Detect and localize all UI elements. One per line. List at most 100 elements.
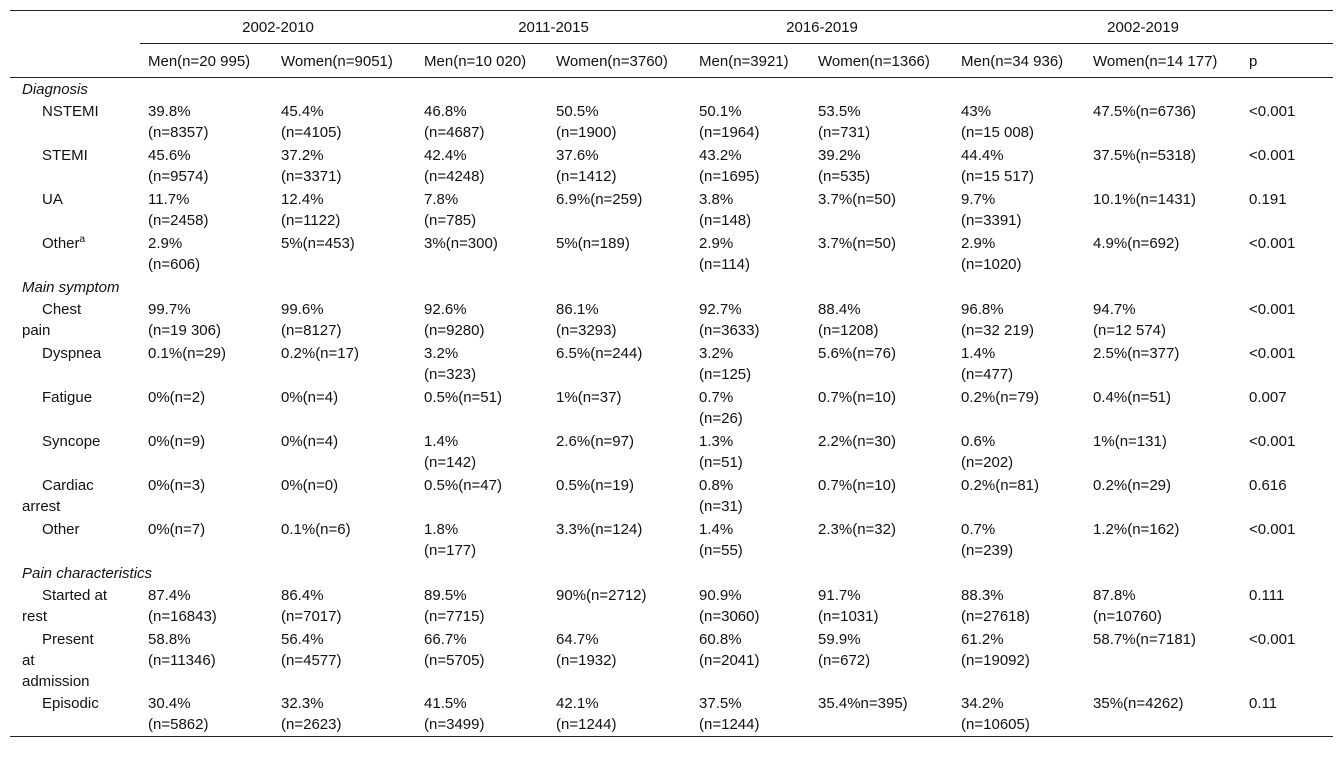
data-row: Present at admission 58.8% (n=11346) 56.4%… — [10, 628, 1333, 692]
table-body: 2002-2010 2011-2015 2016-2019 2002-2019 Men(… — [10, 10, 1334, 737]
row-label-text: Started at rest — [22, 587, 108, 625]
column-header: Men(n=10 020) — [416, 43, 549, 78]
cell: 42.4% (n=4248) — [424, 147, 485, 185]
row-label-text: Chest pain — [22, 301, 82, 339]
cell: 86.4% (n=7017) — [281, 587, 342, 625]
cell: 3.3%(n=124) — [556, 521, 643, 538]
cell: 34.2% (n=10605) — [961, 695, 1030, 733]
column-header: Men(n=3921) — [691, 43, 811, 78]
cell: 43% (n=15 008) — [961, 103, 1035, 141]
row-label: UA — [10, 188, 140, 232]
cell: 5.6%(n=76) — [818, 345, 896, 362]
cell: 0.616 — [1249, 477, 1287, 494]
cell: 44.4% (n=15 517) — [961, 147, 1035, 185]
cell: 1%(n=131) — [1093, 433, 1167, 450]
data-row: Dyspnea 0.1%(n=29) 0.2%(n=17) 3.2% (n=323) 6… — [10, 342, 1333, 386]
cell: 43.2% (n=1695) — [699, 147, 760, 185]
cell: 37.5% (n=1244) — [699, 695, 760, 733]
data-row: Syncope 0%(n=9) 0%(n=4) 1.4% (n=142) 2.6%(n=… — [10, 430, 1333, 474]
row-label-text: NSTEMI — [42, 103, 99, 120]
section-title: Pain characteristics — [22, 565, 153, 582]
cell: 1.3% (n=51) — [699, 433, 743, 471]
column-header: Women(n=14 177) — [1085, 43, 1242, 78]
cell: 0.2%(n=29) — [1093, 477, 1171, 494]
row-label-text: Cardiac arrest — [22, 477, 94, 515]
cell: 94.7% (n=12 574) — [1093, 301, 1167, 339]
cell: 0.2%(n=17) — [281, 345, 359, 362]
data-row: Chest pain 99.7% (n=19 306) 99.6% (n=8127)… — [10, 298, 1333, 342]
column-header: Women(n=3760) — [548, 43, 692, 78]
row-label: Other — [10, 518, 140, 562]
cell: 66.7% (n=5705) — [424, 631, 485, 669]
cell: 59.9% (n=672) — [818, 631, 871, 669]
cell: 1.2%(n=162) — [1093, 521, 1180, 538]
row-label-text: Dyspnea — [42, 345, 102, 362]
cell: 0%(n=9) — [148, 433, 206, 450]
cell: 7.8% (n=785) — [424, 191, 477, 229]
cell: 88.3% (n=27618) — [961, 587, 1030, 625]
cell: 2.9% (n=114) — [699, 235, 751, 273]
row-label-text: Syncope — [42, 433, 101, 450]
cell: 41.5% (n=3499) — [424, 695, 485, 733]
cell: <0.001 — [1249, 433, 1296, 450]
cell: 35.4%n=395) — [818, 695, 908, 712]
cell: 3.8% (n=148) — [699, 191, 752, 229]
cell: 1.4% (n=55) — [699, 521, 743, 559]
cell: 0.5%(n=47) — [424, 477, 502, 494]
cell: <0.001 — [1249, 235, 1296, 252]
row-label-text: Present at admission — [22, 631, 94, 690]
cell: 88.4% (n=1208) — [818, 301, 879, 339]
cell: 91.7% (n=1031) — [818, 587, 879, 625]
cell: 1.4% (n=477) — [961, 345, 1014, 383]
group-header: 2002-2010 — [140, 10, 417, 44]
cell: 90.9% (n=3060) — [699, 587, 760, 625]
cell: 50.1% (n=1964) — [699, 103, 760, 141]
data-row: Started at rest 87.4% (n=16843) 86.4% (n=7… — [10, 584, 1333, 628]
cell: 0.1%(n=29) — [148, 345, 226, 362]
cell: 60.8% (n=2041) — [699, 631, 760, 669]
cell: <0.001 — [1249, 631, 1296, 648]
section-row: Main symptom — [10, 276, 1333, 298]
cell: <0.001 — [1249, 103, 1296, 120]
cell: 92.7% (n=3633) — [699, 301, 760, 339]
group-header-row: 2002-2010 2011-2015 2016-2019 2002-2019 — [10, 10, 1334, 44]
cell: 61.2% (n=19092) — [961, 631, 1030, 669]
section-title: Diagnosis — [22, 81, 88, 98]
row-label-text: Other — [42, 235, 80, 252]
cell: 0.7%(n=10) — [818, 477, 896, 494]
cell: 39.8% (n=8357) — [148, 103, 209, 141]
cell: 0%(n=7) — [148, 521, 206, 538]
group-header: 2002-2019 — [953, 10, 1334, 44]
data-row: Other 0%(n=7) 0.1%(n=6) 1.8% (n=177) 3.3%(n=… — [10, 518, 1333, 562]
column-header-row: Men(n=20 995) Women(n=9051) Men(n=10 020) W… — [10, 43, 1334, 78]
group-header: 2016-2019 — [691, 10, 954, 44]
row-label: Episodic — [10, 692, 140, 737]
data-row: NSTEMI 39.8% (n=8357) 45.4% (n=4105) 46.8% … — [10, 100, 1333, 144]
cell: <0.001 — [1249, 521, 1296, 538]
cell: 0%(n=4) — [281, 389, 339, 406]
cell: 0%(n=3) — [148, 477, 206, 494]
row-label-text: UA — [42, 191, 63, 208]
cell: 6.5%(n=244) — [556, 345, 643, 362]
cell: 37.5%(n=5318) — [1093, 147, 1197, 164]
cell: <0.001 — [1249, 301, 1296, 318]
cell: 2.9% (n=1020) — [961, 235, 1022, 273]
cell: 58.8% (n=11346) — [148, 631, 216, 669]
section-row: Pain characteristics — [10, 562, 1333, 584]
cell: 0.5%(n=51) — [424, 389, 502, 406]
footnote-mark: a — [79, 234, 86, 245]
section-row: Diagnosis — [10, 78, 1333, 101]
cell: 0.5%(n=19) — [556, 477, 634, 494]
cell: 3.2% (n=125) — [699, 345, 752, 383]
cell: 87.8% (n=10760) — [1093, 587, 1162, 625]
cell: 1%(n=37) — [556, 389, 622, 406]
cell: 2.5%(n=377) — [1093, 345, 1180, 362]
cell: 37.2% (n=3371) — [281, 147, 342, 185]
cell: 0.191 — [1249, 191, 1287, 208]
cell: 2.3%(n=32) — [818, 521, 896, 538]
cell: 2.6%(n=97) — [556, 433, 634, 450]
row-label: Othera — [10, 232, 140, 276]
cell: 5%(n=189) — [556, 235, 630, 252]
cell: 0.11 — [1249, 695, 1278, 712]
